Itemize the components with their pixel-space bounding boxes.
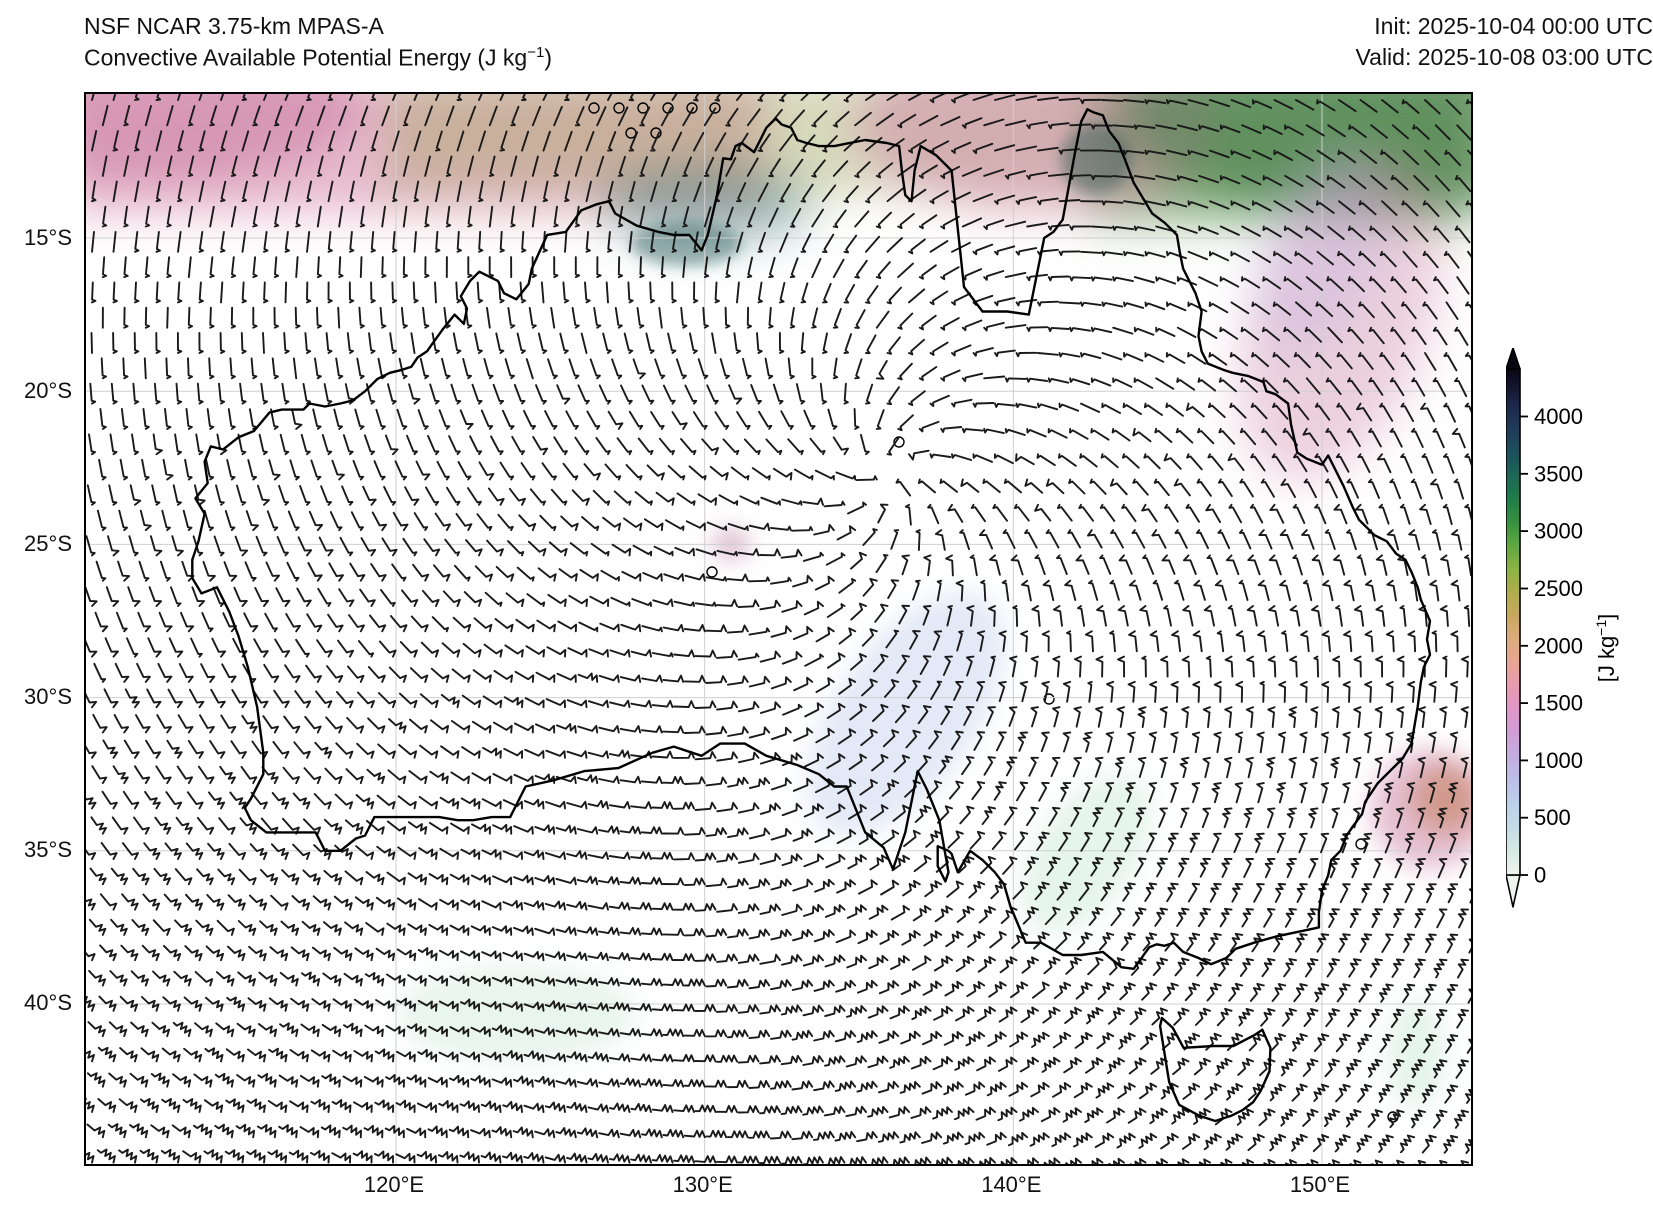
svg-text:500: 500 xyxy=(1534,805,1571,830)
svg-text:3500: 3500 xyxy=(1534,461,1583,486)
svg-text:1500: 1500 xyxy=(1534,691,1583,716)
svg-text:3000: 3000 xyxy=(1534,519,1583,544)
svg-text:2000: 2000 xyxy=(1534,633,1583,658)
svg-text:2500: 2500 xyxy=(1534,576,1583,601)
svg-text:0: 0 xyxy=(1534,863,1546,888)
svg-text:[J kg−1]: [J kg−1] xyxy=(1593,614,1619,683)
svg-text:1000: 1000 xyxy=(1534,748,1583,773)
svg-text:4000: 4000 xyxy=(1534,404,1583,429)
